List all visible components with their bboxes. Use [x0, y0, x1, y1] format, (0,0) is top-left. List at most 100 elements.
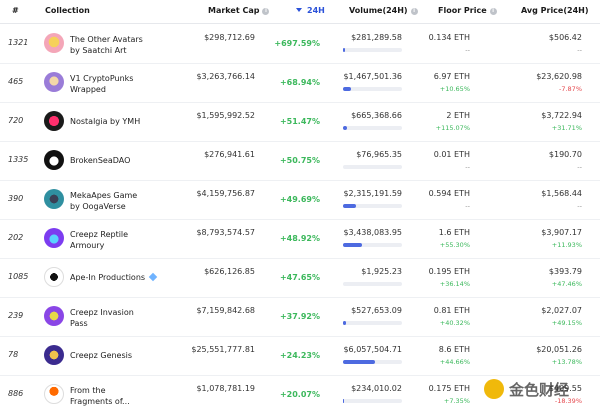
volume-bar: [343, 204, 402, 208]
collection-avatar[interactable]: [44, 384, 64, 404]
volume: $3,438,083.95: [343, 228, 402, 237]
collection-avatar[interactable]: [44, 33, 64, 53]
volume-bar: [343, 87, 402, 91]
table-row[interactable]: 1085 Ape-In Productions $626,126.85 +47.65%…: [0, 259, 600, 298]
collection-name[interactable]: Creepz Reptile Armoury: [70, 229, 128, 251]
header-rank[interactable]: #: [12, 6, 19, 15]
market-cap: $4,159,756.87: [196, 189, 255, 198]
header-24h-label: 24H: [307, 6, 325, 15]
header-collection[interactable]: Collection: [45, 6, 90, 15]
volume-bar-fill: [343, 399, 345, 403]
market-cap: $25,551,777.81: [191, 345, 255, 354]
floor-price: 2 ETH: [446, 111, 470, 120]
rank: 78: [8, 350, 19, 359]
collection-name-line1: Ape-In Productions: [70, 273, 146, 282]
volume: $281,289.58: [351, 33, 402, 42]
collection-avatar[interactable]: [44, 72, 64, 92]
change-24h: +50.75%: [279, 156, 320, 165]
verified-diamond-icon: [148, 272, 158, 282]
rank: 1321: [8, 38, 29, 47]
avg-change: +49.15%: [551, 319, 582, 327]
change-24h: +47.65%: [279, 273, 320, 282]
change-24h: +24.23%: [279, 351, 320, 360]
collection-name[interactable]: MekaApes Game by OogaVerse: [70, 190, 137, 212]
volume-bar: [343, 165, 402, 169]
collection-avatar[interactable]: [44, 189, 64, 209]
header-market-cap[interactable]: Market Cap i: [208, 6, 270, 15]
collection-name[interactable]: Nostalgia by YMH: [70, 116, 140, 127]
table-row[interactable]: 1321 The Other Avatars by Saatchi Art $298,…: [0, 25, 600, 64]
volume: $1,925.23: [361, 267, 402, 276]
floor-change: +10.65%: [439, 85, 470, 93]
collection-name-line1: Creepz Reptile: [70, 230, 129, 239]
volume-bar-fill: [343, 48, 346, 52]
avg-price: $1,568.44: [541, 189, 582, 198]
volume-bar: [343, 48, 402, 52]
floor-change: +7.35%: [443, 397, 470, 405]
volume: $2,315,191.59: [343, 189, 402, 198]
market-cap: $276,941.61: [204, 150, 255, 159]
avg-price: $3,907.17: [541, 228, 582, 237]
rank: 1335: [8, 155, 29, 164]
info-icon[interactable]: i: [489, 8, 497, 15]
table-row[interactable]: 78 Creepz Genesis $25,551,777.81 +24.23% $6,…: [0, 337, 600, 376]
avg-price: $2,027.07: [541, 306, 582, 315]
avg-change: +13.78%: [551, 358, 582, 366]
table-row[interactable]: 202 Creepz Reptile Armoury $8,793,574.57 +48…: [0, 220, 600, 259]
table-row[interactable]: 720 Nostalgia by YMH $1,595,992.52 +51.47% $…: [0, 103, 600, 142]
table-row[interactable]: 390 MekaApes Game by OogaVerse $4,159,756.8…: [0, 181, 600, 220]
volume: $1,467,501.36: [343, 72, 402, 81]
header-avg-price[interactable]: Avg Price(24H): [521, 6, 589, 15]
floor-price: 8.6 ETH: [438, 345, 470, 354]
avg-price: $190.70: [548, 150, 582, 159]
collection-name-line2: by OogaVerse: [70, 202, 126, 211]
collection-name-line1: Creepz Invasion: [70, 308, 134, 317]
collection-name[interactable]: Creepz Invasion Pass: [70, 307, 134, 329]
market-cap: $8,793,574.57: [196, 228, 255, 237]
volume-bar: [343, 321, 402, 325]
collection-name[interactable]: V1 CryptoPunks Wrapped: [70, 73, 133, 95]
table-row[interactable]: 1335 BrokenSeaDAO $276,941.61 +50.75% $76,96…: [0, 142, 600, 181]
collection-name[interactable]: BrokenSeaDAO: [70, 155, 130, 166]
watermark: 金色财经: [484, 376, 569, 402]
floor-change: +36.14%: [439, 280, 470, 288]
info-icon[interactable]: i: [262, 8, 270, 15]
rank: 202: [8, 233, 24, 242]
table-row[interactable]: 886 From the Fragments of... $1,078,781.19 +…: [0, 376, 600, 411]
avg-price: $20,051.26: [536, 345, 582, 354]
header-floor-price[interactable]: Floor Price i: [438, 6, 497, 15]
collection-avatar[interactable]: [44, 267, 64, 287]
collection-avatar[interactable]: [44, 150, 64, 170]
table-row[interactable]: 239 Creepz Invasion Pass $7,159,842.68 +37.9…: [0, 298, 600, 337]
avg-change: -18.39%: [554, 397, 582, 405]
floor-change: --: [465, 163, 470, 171]
header-volume[interactable]: Volume(24H) i: [349, 6, 418, 15]
volume-bar-fill: [343, 126, 348, 130]
volume: $527,653.09: [351, 306, 402, 315]
floor-price: 0.175 ETH: [428, 384, 470, 393]
change-24h: +51.47%: [279, 117, 320, 126]
floor-price: 0.81 ETH: [433, 306, 470, 315]
header-market-cap-label: Market Cap: [208, 6, 260, 15]
collection-name[interactable]: Ape-In Productions: [70, 272, 158, 283]
volume-bar-fill: [343, 204, 356, 208]
info-icon[interactable]: i: [410, 8, 418, 15]
collection-name-line1: V1 CryptoPunks: [70, 74, 134, 83]
collection-avatar[interactable]: [44, 345, 64, 365]
header-24h[interactable]: 24H: [296, 6, 325, 15]
collection-avatar[interactable]: [44, 111, 64, 131]
avg-price: $3,722.94: [541, 111, 582, 120]
watermark-logo-icon: [484, 379, 504, 399]
volume-bar: [343, 399, 402, 403]
collection-name[interactable]: From the Fragments of...: [70, 385, 130, 407]
table-row[interactable]: 465 V1 CryptoPunks Wrapped $3,263,766.14 +68…: [0, 64, 600, 103]
collection-avatar[interactable]: [44, 306, 64, 326]
collection-avatar[interactable]: [44, 228, 64, 248]
floor-change: +55.30%: [439, 241, 470, 249]
collection-name[interactable]: Creepz Genesis: [70, 350, 132, 361]
avg-price: $506.42: [548, 33, 582, 42]
floor-change: --: [465, 202, 470, 210]
market-cap: $626,126.85: [204, 267, 255, 276]
collection-name[interactable]: The Other Avatars by Saatchi Art: [70, 34, 143, 56]
avg-change: --: [577, 202, 582, 210]
